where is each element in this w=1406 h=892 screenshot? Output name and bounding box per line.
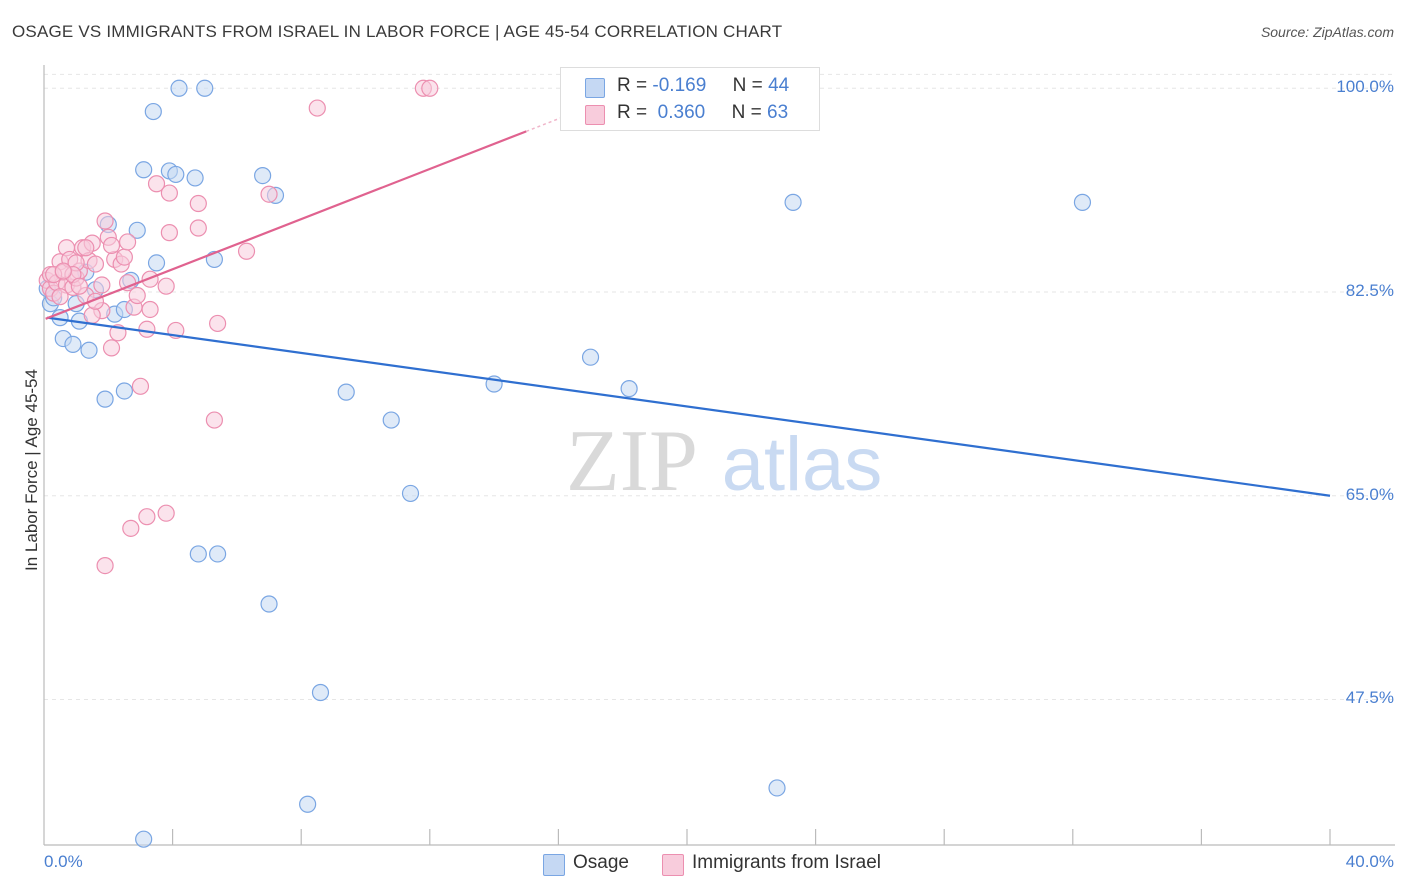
- osage-point: [209, 545, 227, 563]
- osage-point: [299, 795, 317, 813]
- israel-point: [138, 320, 156, 338]
- osage-point: [382, 411, 400, 429]
- osage-n-value: 44: [768, 75, 790, 96]
- israel-point: [189, 219, 207, 237]
- osage-point: [401, 484, 420, 503]
- osage-point: [581, 348, 600, 366]
- osage-point: [186, 169, 204, 187]
- israel-point: [51, 288, 69, 306]
- osage-point: [1073, 193, 1092, 211]
- osage-point: [147, 254, 166, 272]
- osage-point: [311, 683, 330, 702]
- gridlines: [44, 73, 1395, 700]
- x-tick-label-min: 0.0%: [44, 852, 83, 871]
- israel-r-label: R =: [617, 102, 648, 123]
- israel-point: [54, 262, 72, 280]
- israel-point: [237, 242, 256, 260]
- israel-point: [86, 255, 105, 273]
- osage-point: [189, 545, 207, 563]
- osage-legend-label: Osage: [573, 852, 629, 873]
- osage-n-label: N =: [732, 75, 763, 96]
- israel-swatch: [585, 105, 605, 125]
- israel-point: [77, 239, 95, 257]
- watermark-zip: ZIP: [566, 413, 698, 510]
- israel-point: [70, 277, 88, 295]
- israel-n-value: 63: [767, 102, 789, 123]
- osage-swatch: [585, 78, 605, 98]
- israel-point: [93, 276, 111, 294]
- israel-point: [102, 339, 121, 357]
- source-label: Source: ZipAtlas.com: [1260, 24, 1394, 40]
- osage-point: [254, 166, 272, 185]
- israel-point: [160, 224, 178, 242]
- x-tick-label-max: 40.0%: [1345, 852, 1394, 871]
- osage-trend-line: [47, 316, 1331, 497]
- israel-point: [122, 519, 140, 537]
- osage-point: [620, 380, 638, 398]
- israel-point: [189, 194, 207, 213]
- israel-point: [160, 184, 178, 202]
- israel-point: [96, 556, 114, 575]
- israel-point: [115, 248, 133, 266]
- israel-point: [128, 286, 146, 305]
- osage-point: [196, 79, 214, 97]
- osage-point: [260, 595, 278, 613]
- israel-point: [157, 504, 175, 522]
- israel-legend-label: Immigrants from Israel: [692, 852, 881, 873]
- osage-point: [64, 335, 82, 354]
- osage-point: [170, 79, 188, 97]
- chart-title: OSAGE VS IMMIGRANTS FROM ISRAEL IN LABOR…: [12, 22, 783, 41]
- israel-point: [260, 185, 278, 203]
- axes: [43, 65, 1395, 846]
- osage-point: [167, 165, 185, 184]
- osage-point: [135, 161, 153, 179]
- osage-point: [135, 830, 153, 848]
- y-tick-label: 47.5%: [1345, 688, 1394, 708]
- israel-point: [209, 314, 227, 333]
- correlation-legend: R = -0.169 N = 44 R = 0.360 N = 63: [560, 67, 820, 131]
- israel-point: [421, 79, 439, 97]
- osage-legend-swatch: [543, 854, 565, 876]
- data-points: [38, 79, 1092, 848]
- israel-point: [157, 277, 175, 295]
- osage-point: [80, 341, 98, 359]
- israel-point: [131, 377, 150, 395]
- osage-r-value: -0.169: [652, 75, 707, 96]
- israel-r-value: 0.360: [657, 102, 706, 123]
- israel-trend-line: [45, 130, 527, 320]
- y-tick-label: 82.5%: [1345, 281, 1394, 300]
- y-tick-label: 100.0%: [1336, 77, 1394, 97]
- israel-point: [102, 236, 121, 255]
- osage-point: [768, 779, 786, 797]
- israel-point: [147, 175, 166, 193]
- israel-point: [308, 99, 326, 117]
- israel-point: [83, 306, 101, 324]
- osage-point: [784, 193, 802, 211]
- osage-point: [115, 382, 133, 400]
- osage-point: [128, 221, 146, 239]
- israel-point: [141, 300, 159, 319]
- osage-point: [337, 383, 355, 401]
- osage-point: [144, 102, 162, 121]
- israel-point: [118, 233, 137, 251]
- watermark-atlas: atlas: [722, 422, 883, 507]
- israel-point: [138, 508, 156, 526]
- osage-r-label: R =: [617, 75, 648, 96]
- watermark: ZIP atlas: [566, 413, 882, 510]
- y-tick-label: 65.0%: [1345, 484, 1394, 504]
- israel-point: [96, 212, 114, 230]
- osage-point: [96, 390, 114, 408]
- israel-n-label: N =: [731, 102, 762, 123]
- israel-legend-swatch: [662, 854, 684, 876]
- israel-point: [205, 411, 223, 429]
